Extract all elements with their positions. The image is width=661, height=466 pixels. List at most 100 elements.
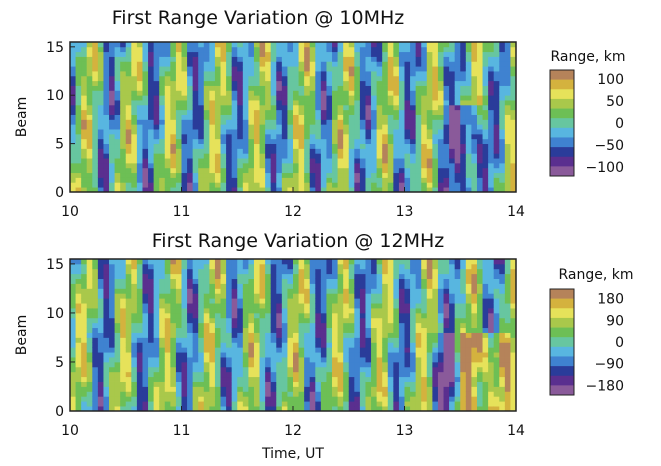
heatmap-cell [192, 322, 199, 329]
heatmap-cell [270, 162, 277, 169]
heatmap-cell [92, 303, 99, 309]
heatmap-cell [231, 143, 238, 149]
heatmap-cell [382, 361, 389, 368]
heatmap-cell [482, 133, 489, 140]
heatmap-cell [432, 337, 439, 343]
heatmap-cell [114, 342, 121, 348]
heatmap-cell [493, 80, 500, 86]
heatmap-cell [465, 347, 472, 353]
heatmap-cell [209, 162, 216, 169]
heatmap-cell [114, 312, 121, 319]
heatmap-cell [281, 138, 288, 145]
heatmap-cell [192, 85, 199, 91]
heatmap-cell [371, 182, 378, 188]
heatmap-cell [504, 278, 511, 284]
heatmap-cell [276, 75, 283, 82]
heatmap-cell [242, 406, 249, 412]
heatmap-cell [449, 133, 456, 140]
heatmap-cell [315, 386, 322, 392]
heatmap-cell [259, 46, 266, 53]
heatmap-cell [114, 366, 121, 373]
heatmap-cell [253, 342, 260, 348]
heatmap-cell [231, 401, 238, 407]
heatmap-cell [432, 268, 439, 275]
heatmap-cell [214, 288, 221, 294]
heatmap-cell [309, 109, 316, 115]
heatmap-cell [114, 187, 121, 193]
heatmap-cell [198, 85, 205, 91]
heatmap-cell [510, 75, 517, 82]
heatmap-cell [276, 119, 283, 125]
heatmap-cell [109, 322, 116, 329]
heatmap-cell [175, 263, 182, 270]
heatmap-cell [426, 283, 433, 289]
heatmap-cell [276, 133, 283, 140]
heatmap-cell [382, 288, 389, 294]
heatmap-cell [209, 317, 216, 324]
heatmap-cell [482, 162, 489, 169]
heatmap-cell [92, 75, 99, 82]
heatmap-cell [164, 80, 171, 86]
heatmap-cell [471, 303, 478, 309]
heatmap-cell [359, 308, 366, 314]
heatmap-cell [226, 71, 233, 77]
heatmap-cell [220, 61, 227, 67]
heatmap-cell [437, 153, 444, 159]
heatmap-cell [125, 129, 132, 135]
heatmap-cell [198, 172, 205, 178]
heatmap-cell [304, 308, 311, 314]
heatmap-cell [343, 90, 350, 96]
heatmap-cell [281, 167, 288, 174]
heatmap-cell [471, 352, 478, 358]
heatmap-cell [343, 288, 350, 294]
heatmap-cell [293, 342, 299, 348]
heatmap-cell [460, 288, 467, 294]
heatmap-cell [437, 104, 444, 111]
heatmap-cell [131, 312, 138, 319]
heatmap-cell [326, 90, 333, 96]
heatmap-cell [237, 283, 244, 289]
x-tick-label: 10 [61, 204, 79, 220]
heatmap-cell [337, 263, 344, 270]
heatmap-cell [320, 317, 327, 324]
heatmap-cell [343, 357, 350, 363]
heatmap-cell [253, 303, 260, 309]
heatmap-cell [281, 66, 288, 72]
heatmap-cell [148, 371, 155, 378]
heatmap-cell [148, 95, 155, 101]
heatmap-cell [337, 177, 344, 183]
heatmap-cell [293, 283, 299, 289]
heatmap-cell [248, 172, 255, 178]
heatmap-cell [192, 381, 199, 387]
heatmap-cell [81, 303, 88, 309]
heatmap-cell [387, 337, 394, 343]
heatmap-cell [354, 332, 361, 338]
y-tick-label: 15 [46, 40, 64, 56]
heatmap-cell [376, 95, 383, 101]
heatmap-cell [365, 386, 372, 392]
heatmap-cell [209, 61, 216, 67]
heatmap-cell [488, 259, 495, 265]
heatmap-cell [170, 46, 177, 53]
heatmap-cell [203, 298, 210, 304]
heatmap-cell [365, 143, 372, 149]
heatmap-cell [432, 386, 439, 392]
heatmap-cell [103, 376, 110, 382]
heatmap-cell [136, 288, 143, 294]
heatmap-cell [348, 303, 355, 309]
heatmap-cell [209, 357, 216, 363]
heatmap-cell [460, 109, 467, 115]
heatmap-cell [404, 182, 411, 188]
heatmap-cell [304, 376, 311, 382]
heatmap-cell [337, 391, 344, 397]
heatmap-cell [499, 148, 506, 154]
heatmap-cell [103, 119, 110, 125]
heatmap-cell [220, 104, 227, 111]
heatmap-cell [359, 187, 366, 193]
heatmap-cell [510, 172, 517, 178]
heatmap-cell [476, 342, 483, 348]
heatmap-cell [404, 162, 411, 169]
heatmap-cell [287, 177, 294, 183]
heatmap-cell [220, 312, 227, 319]
heatmap-cell [337, 182, 344, 188]
